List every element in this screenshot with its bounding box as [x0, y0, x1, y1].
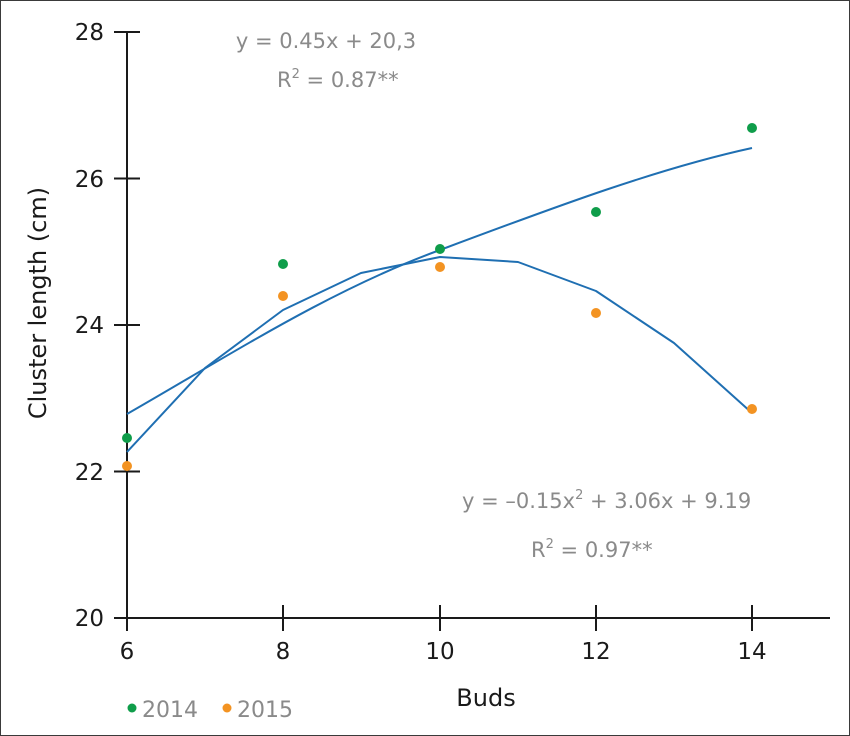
x-tick-label-6: 6 [120, 639, 135, 665]
r2-base: R [531, 538, 546, 562]
y-tick-label-24: 24 [75, 313, 104, 339]
y-tick-label-26: 26 [75, 167, 104, 193]
y-tick-label-22: 22 [75, 460, 104, 486]
series-2015-points [122, 262, 757, 471]
y-tick-label-28: 28 [75, 20, 104, 46]
data-point [591, 308, 601, 318]
trendline-2014 [126, 147, 753, 415]
data-point [435, 244, 445, 254]
data-point [747, 123, 757, 133]
legend-marker-2014 [127, 703, 137, 713]
equation-prefix: y = –0.15x [462, 489, 575, 513]
series-2014-points [122, 123, 757, 443]
legend-label-2015: 2015 [237, 698, 293, 723]
x-tick-label-10: 10 [425, 639, 454, 665]
legend-marker-2015 [222, 703, 232, 713]
y-axis [114, 31, 140, 619]
equation-superscript: 2 [575, 488, 583, 503]
r2-2015: R2 = 0.97** [531, 537, 653, 562]
x-tick-label-14: 14 [737, 639, 766, 665]
data-point [278, 291, 288, 301]
data-point [278, 259, 288, 269]
legend: 2014 2015 [127, 698, 293, 723]
r2-value: = 0.97** [554, 538, 653, 562]
x-axis-title: Buds [456, 684, 515, 712]
r2-superscript: 2 [292, 67, 300, 82]
equation-2014: y = 0.45x + 20,3 [236, 29, 416, 53]
data-point [122, 433, 132, 443]
x-tick-label-12: 12 [581, 639, 610, 665]
y-tick-label-20: 20 [75, 606, 104, 632]
r2-value: = 0.87** [300, 68, 399, 92]
y-axis-title: Cluster length (cm) [24, 187, 52, 419]
legend-label-2014: 2014 [142, 698, 198, 723]
data-point [122, 461, 132, 471]
r2-superscript: 2 [546, 537, 554, 552]
x-tick-label-8: 8 [276, 639, 291, 665]
equation-rest: + 3.06x + 9.19 [583, 489, 751, 513]
equation-2015: y = –0.15x2 + 3.06x + 9.19 [462, 488, 751, 513]
x-axis [114, 605, 830, 631]
data-point [747, 404, 757, 414]
r2-2014: R2 = 0.87** [277, 67, 399, 92]
trendline-2015 [126, 256, 753, 453]
data-point [591, 207, 601, 217]
r2-base: R [277, 68, 292, 92]
data-point [435, 262, 445, 272]
